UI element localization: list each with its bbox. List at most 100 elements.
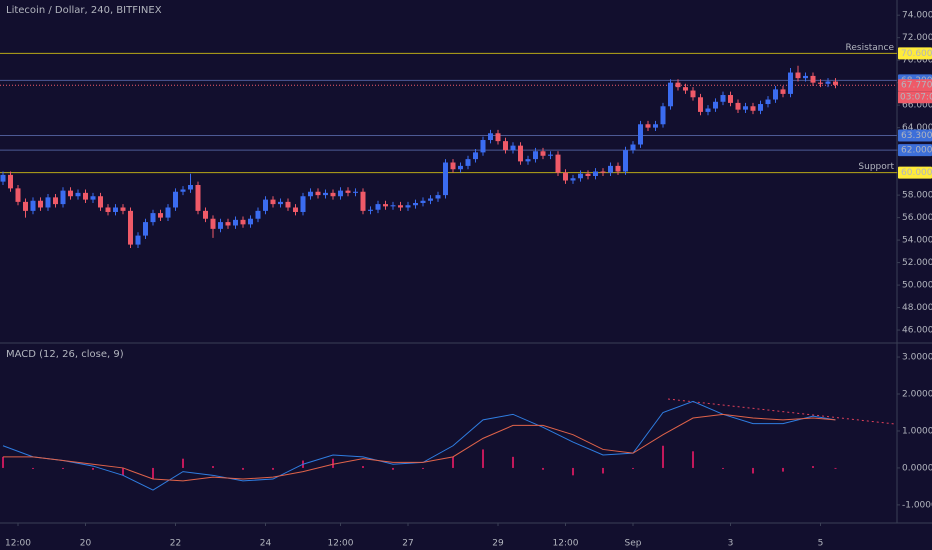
candle-body — [338, 190, 343, 197]
candle-body — [98, 196, 103, 208]
level-label: 60.000 — [901, 168, 932, 178]
level-label: 67.770 — [901, 81, 932, 91]
candle-body — [60, 190, 66, 205]
candle-body — [503, 141, 508, 151]
macd-histogram-bar — [452, 456, 454, 468]
x-tick-label: 24 — [260, 539, 272, 549]
candle-body — [818, 82, 823, 84]
candle-body — [668, 82, 673, 107]
y-tick-label: 74.000 — [902, 11, 932, 21]
candle-body — [533, 151, 538, 160]
candle-body — [773, 89, 778, 100]
candle-body — [488, 133, 493, 141]
candle-body — [68, 190, 73, 197]
y-tick-label: 50.000 — [902, 281, 932, 291]
candle-body — [810, 75, 816, 83]
candle-body — [225, 222, 231, 226]
x-tick-label: 12:00 — [328, 539, 354, 549]
candle-body — [765, 99, 771, 105]
candle-body — [600, 171, 606, 173]
candle-body — [728, 95, 733, 103]
macd-histogram-bar — [722, 467, 724, 469]
candle-body — [263, 199, 268, 211]
y-tick-label: 52.000 — [902, 258, 932, 268]
candle-body — [803, 75, 808, 79]
candle-body — [285, 201, 291, 208]
macd-histogram-bar — [834, 467, 837, 469]
candle-body — [90, 196, 96, 200]
candle-body — [398, 205, 403, 208]
x-tick-label: Sep — [625, 539, 642, 549]
candle-body — [713, 101, 718, 109]
macd-histogram-bar — [632, 467, 634, 469]
level-label: 63.300 — [901, 131, 932, 141]
candle-body — [278, 201, 283, 205]
candle-body — [555, 154, 561, 173]
candle-body — [720, 95, 726, 102]
x-tick-label: 3 — [728, 539, 734, 549]
y-tick-label: 54.000 — [902, 236, 932, 246]
candle-body — [218, 222, 223, 229]
candle-body — [128, 210, 133, 245]
candle-body — [195, 184, 201, 211]
x-tick-label: 12:00 — [553, 539, 579, 549]
candle-body — [8, 174, 13, 189]
candle-body — [683, 87, 688, 91]
candle-body — [758, 104, 763, 111]
candle-body — [645, 124, 651, 128]
candle-body — [38, 200, 43, 208]
candle-body — [510, 145, 516, 151]
macd-histogram-bar — [662, 445, 664, 468]
y-tick-label: 46.000 — [902, 326, 932, 336]
macd-histogram-bar — [92, 467, 94, 470]
candle-body — [465, 159, 471, 166]
macd-histogram-bar — [542, 467, 544, 470]
candle-body — [308, 191, 313, 197]
candle-body — [458, 165, 463, 170]
candle-body — [255, 210, 261, 219]
candle-body — [240, 219, 246, 225]
trend-line — [667, 398, 896, 425]
level-label-box — [898, 129, 932, 142]
candle-body — [383, 204, 388, 207]
y-tick-label: 58.000 — [902, 191, 932, 201]
chart-title: Litecoin / Dollar, 240, BITFINEX — [6, 5, 162, 16]
candle-body — [705, 108, 711, 112]
candle-body — [450, 162, 456, 170]
candle-body — [833, 81, 838, 85]
countdown-label: 03:07:05 — [900, 93, 932, 103]
x-tick-label: 5 — [818, 539, 824, 549]
candle-body — [180, 189, 186, 192]
candle-body — [743, 106, 748, 110]
candle-body — [30, 200, 36, 211]
candle-body — [585, 173, 591, 176]
candle-body — [173, 191, 178, 208]
candle-body — [675, 82, 681, 88]
candle-body — [615, 165, 621, 172]
candle-body — [405, 205, 411, 208]
candle-body — [473, 152, 478, 160]
y-tick-label: -1.0000 — [902, 500, 932, 510]
candle-body — [578, 173, 583, 179]
x-tick-label: 12:00 — [5, 539, 31, 549]
macd-histogram-bar — [242, 467, 244, 470]
level-name: Resistance — [846, 43, 895, 53]
macd-histogram-bar — [812, 466, 814, 468]
macd-histogram-bar — [602, 467, 604, 474]
candle-body — [443, 162, 448, 196]
candle-body — [188, 184, 193, 190]
macd-histogram-bar — [212, 466, 214, 468]
candle-body — [15, 188, 21, 202]
candle-body — [540, 151, 546, 156]
macd-histogram-bar — [2, 456, 4, 468]
candle-body — [690, 90, 696, 98]
macd-histogram-bar — [62, 467, 64, 469]
candle-body — [413, 202, 418, 206]
macd-histogram-bar — [512, 456, 514, 468]
candle-body — [315, 191, 321, 196]
y-tick-label: 1.0000 — [902, 426, 932, 436]
candle-body — [105, 207, 111, 212]
candle-body — [593, 171, 598, 176]
candle-body — [83, 192, 88, 200]
